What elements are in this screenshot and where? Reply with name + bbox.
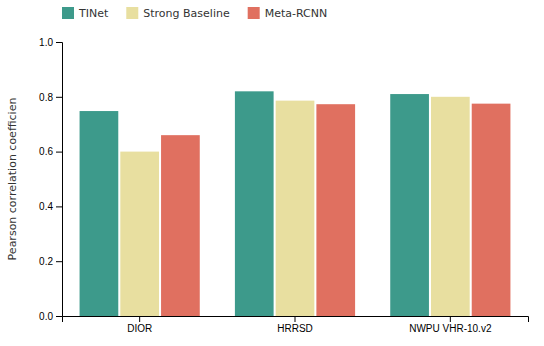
chart-svg: 0.0 0.2 0.4 0.6 0.8 1.0 DIOR HRRSD NWPU VHR-10.v… bbox=[0, 0, 544, 346]
y-tick-mark bbox=[56, 97, 62, 98]
legend-item: Strong Baseline bbox=[126, 7, 230, 20]
legend-item: TINet bbox=[62, 7, 109, 20]
chart-container: 0.0 0.2 0.4 0.6 0.8 1.0 DIOR HRRSD NWPU VHR-10.v… bbox=[0, 0, 544, 346]
y-tick-mark bbox=[56, 261, 62, 262]
x-tick-mark bbox=[139, 316, 140, 322]
bar bbox=[120, 152, 159, 316]
y-tick: 0.4 bbox=[39, 201, 62, 212]
legend-swatch bbox=[248, 7, 260, 19]
bar-series bbox=[120, 97, 469, 316]
bar bbox=[431, 97, 470, 316]
bar bbox=[235, 91, 274, 316]
legend-label: Strong Baseline bbox=[143, 7, 230, 20]
x-tick-label: DIOR bbox=[127, 323, 152, 334]
legend-item: Meta-RCNN bbox=[248, 7, 328, 20]
bar bbox=[276, 101, 315, 316]
y-tick-label: 0.2 bbox=[39, 256, 53, 267]
y-tick-label: 0.0 bbox=[39, 311, 53, 322]
bar bbox=[472, 104, 511, 316]
y-tick-label: 0.6 bbox=[39, 146, 53, 157]
y-tick: 0.8 bbox=[39, 92, 62, 103]
y-axis-line bbox=[56, 43, 63, 317]
y-axis-title: Pearson correlation coefficien bbox=[6, 98, 19, 261]
y-tick-label: 1.0 bbox=[39, 37, 53, 48]
bars bbox=[80, 91, 511, 316]
bar-series bbox=[161, 104, 510, 316]
legend-label: Meta-RCNN bbox=[265, 7, 328, 20]
y-tick: 0.6 bbox=[39, 146, 62, 157]
bar-series bbox=[80, 91, 429, 316]
x-tick: NWPU VHR-10.v2 bbox=[409, 316, 492, 334]
y-tick-mark bbox=[56, 206, 62, 207]
y-tick-mark bbox=[56, 316, 62, 317]
bar bbox=[390, 94, 429, 316]
x-tick-mark bbox=[295, 316, 296, 322]
y-tick-mark bbox=[56, 152, 62, 153]
bar bbox=[316, 104, 355, 316]
legend: TINet Strong Baseline Meta-RCNN bbox=[62, 7, 327, 20]
y-axis: 0.0 0.2 0.4 0.6 0.8 1.0 bbox=[39, 37, 62, 322]
bar bbox=[161, 135, 200, 316]
x-tick-label: NWPU VHR-10.v2 bbox=[409, 323, 492, 334]
legend-swatch bbox=[126, 7, 138, 19]
x-axis: DIOR HRRSD NWPU VHR-10.v2 bbox=[63, 316, 529, 334]
x-tick-mark bbox=[450, 316, 451, 322]
plot-area: 0.0 0.2 0.4 0.6 0.8 1.0 DIOR HRRSD NWPU VHR-10.v… bbox=[39, 37, 528, 334]
x-axis-line bbox=[63, 317, 529, 323]
y-tick-mark bbox=[56, 42, 62, 43]
x-tick: HRRSD bbox=[277, 316, 313, 334]
bar bbox=[80, 111, 119, 316]
legend-label: TINet bbox=[78, 7, 109, 20]
x-tick: DIOR bbox=[127, 316, 152, 334]
legend-swatch bbox=[62, 7, 74, 19]
x-tick-label: HRRSD bbox=[277, 323, 313, 334]
y-tick-label: 0.4 bbox=[39, 201, 53, 212]
y-tick: 1.0 bbox=[39, 37, 62, 48]
y-tick-label: 0.8 bbox=[39, 92, 53, 103]
y-tick: 0.0 bbox=[39, 311, 62, 322]
y-tick: 0.2 bbox=[39, 256, 62, 267]
